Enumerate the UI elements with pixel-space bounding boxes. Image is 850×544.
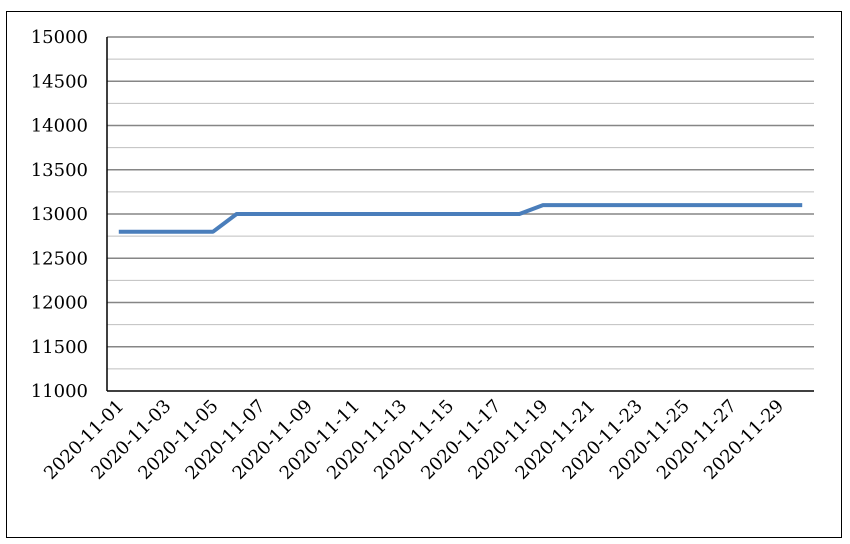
y-tick-label: 14500 (31, 71, 88, 92)
y-tick-label: 13500 (31, 160, 88, 181)
y-tick-label: 11000 (31, 381, 88, 402)
chart-frame (6, 11, 842, 538)
y-tick-label: 12000 (31, 293, 88, 314)
y-tick-label: 15000 (31, 27, 88, 48)
y-tick-label: 13000 (31, 204, 88, 225)
series-line (118, 203, 803, 234)
y-tick-label: 14000 (31, 116, 88, 137)
y-tick-label: 11500 (31, 337, 88, 358)
y-tick-label: 12500 (31, 248, 88, 269)
